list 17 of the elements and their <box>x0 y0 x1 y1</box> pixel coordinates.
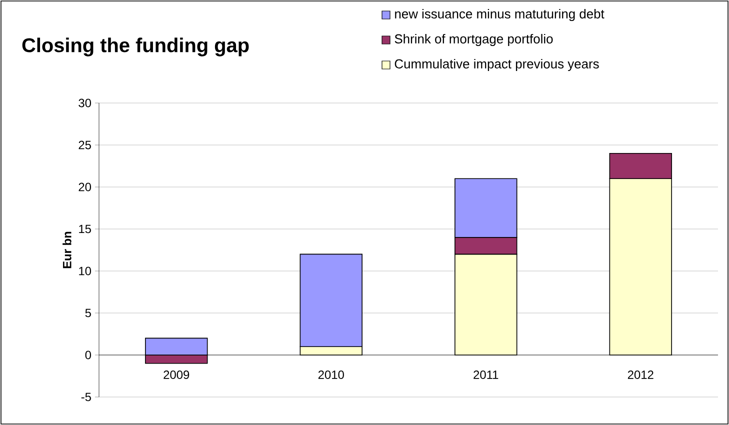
legend-label: new issuance minus matuturing debt <box>395 8 604 22</box>
y-tick-label: 20 <box>78 182 92 192</box>
x-tick-label: 2012 <box>628 370 654 379</box>
x-tick-label: 2011 <box>474 370 498 379</box>
chart-title: Closing the funding gap <box>22 38 249 56</box>
y-tick-label: 5 <box>85 308 91 318</box>
legend-label: Cummulative impact previous years <box>394 58 599 72</box>
y-tick-label: 0 <box>85 350 92 360</box>
y-tick-label: 10 <box>79 266 92 276</box>
x-tick-label: 2009 <box>164 370 190 379</box>
y-axis-title: Eur bn <box>62 232 72 268</box>
x-tick-label: 2010 <box>318 370 344 379</box>
legend-label: Shrink of mortgage portfolio <box>394 34 553 46</box>
y-tick-label: 30 <box>78 98 92 108</box>
y-tick-label: -5 <box>81 392 91 402</box>
y-tick-label: 15 <box>79 224 91 234</box>
y-tick-label: 25 <box>78 140 91 150</box>
